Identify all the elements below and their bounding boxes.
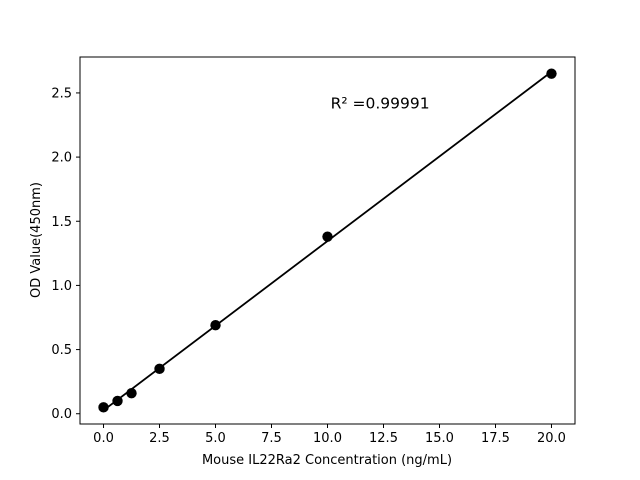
data-point bbox=[546, 68, 557, 79]
y-axis-tick-label: 2.5 bbox=[51, 86, 72, 101]
y-axis-tick-label: 1.5 bbox=[51, 215, 72, 230]
x-axis-tick-label: 17.5 bbox=[481, 431, 510, 446]
y-axis-tick-label: 0.5 bbox=[51, 343, 72, 358]
x-axis-tick-label: 5.0 bbox=[205, 431, 226, 446]
x-axis-tick-label: 10.0 bbox=[313, 431, 342, 446]
chart-plot-group: 0.0 2.5 5.0 7.5 10.0 12.5 15.0 17.5 20.0 0.0 0.5 1.… bbox=[51, 56, 576, 446]
y-axis-tick-label: 0.0 bbox=[51, 407, 72, 422]
y-axis-label: OD Value(450nm) bbox=[29, 182, 44, 298]
x-axis-tick-label: 0.0 bbox=[93, 431, 114, 446]
y-axis-tick-label: 1.0 bbox=[51, 279, 72, 294]
r-squared-annotation: R² =0.99991 bbox=[331, 95, 430, 113]
data-point bbox=[112, 395, 123, 407]
data-point bbox=[322, 231, 333, 242]
x-axis-tick-label: 15.0 bbox=[425, 431, 454, 446]
x-axis-tick-label: 20.0 bbox=[537, 431, 566, 446]
y-axis-tick-label: 2.0 bbox=[51, 151, 72, 166]
x-axis-tick-label: 2.5 bbox=[149, 431, 170, 446]
data-point bbox=[98, 402, 109, 413]
x-axis-tick-label: 12.5 bbox=[369, 431, 398, 446]
data-point bbox=[210, 319, 221, 331]
x-axis-tick-label: 7.5 bbox=[261, 431, 282, 446]
data-point bbox=[126, 388, 137, 399]
data-point bbox=[154, 363, 165, 375]
x-axis-label: Mouse IL22Ra2 Concentration (ng/mL) bbox=[202, 453, 452, 468]
